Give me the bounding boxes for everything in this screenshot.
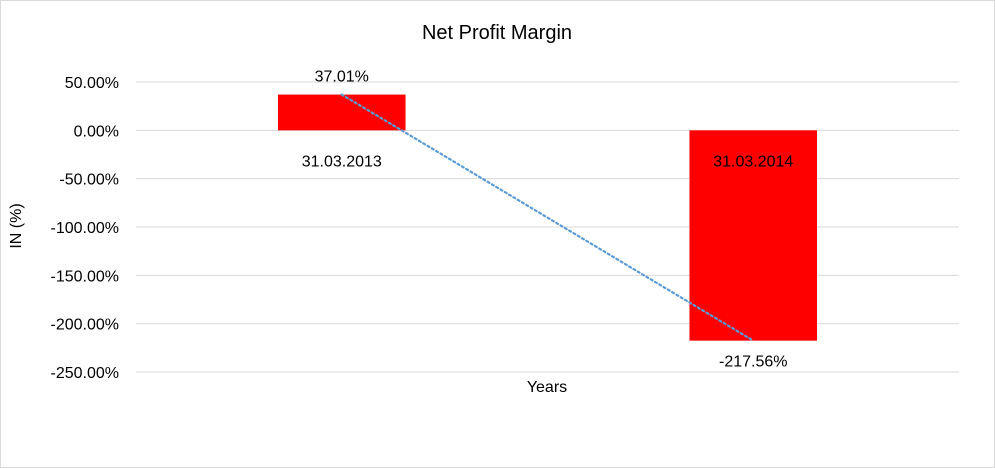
y-tick-label: -250.00% bbox=[51, 365, 120, 382]
data-labels: 31.03.2013 37.01% 31.03.2014 -217.56% bbox=[302, 69, 794, 371]
y-tick-label: 50.00% bbox=[65, 75, 119, 92]
y-axis-label: IN (%) bbox=[8, 203, 25, 248]
category-label: 31.03.2014 bbox=[713, 153, 793, 170]
bar bbox=[277, 94, 406, 131]
x-axis-label: Years bbox=[527, 379, 567, 396]
data-label: -217.56% bbox=[719, 354, 788, 371]
bars bbox=[277, 94, 818, 341]
data-label: 37.01% bbox=[315, 69, 369, 86]
y-tick-label: -50.00% bbox=[59, 172, 119, 189]
y-tick-label: 0.00% bbox=[74, 123, 119, 140]
category-label: 31.03.2013 bbox=[302, 153, 382, 170]
y-tick-label: -150.00% bbox=[51, 268, 120, 285]
trendline-layer bbox=[340, 93, 755, 342]
y-axis-ticks: 50.00% 0.00% -50.00% -100.00% -150.00% -200.0… bbox=[51, 75, 120, 382]
y-tick-label: -200.00% bbox=[51, 317, 120, 334]
bar bbox=[689, 130, 818, 341]
chart-title: Net Profit Margin bbox=[422, 22, 572, 44]
trendline bbox=[340, 93, 755, 342]
gridlines bbox=[136, 81, 959, 373]
y-tick-label: -100.00% bbox=[51, 220, 120, 237]
